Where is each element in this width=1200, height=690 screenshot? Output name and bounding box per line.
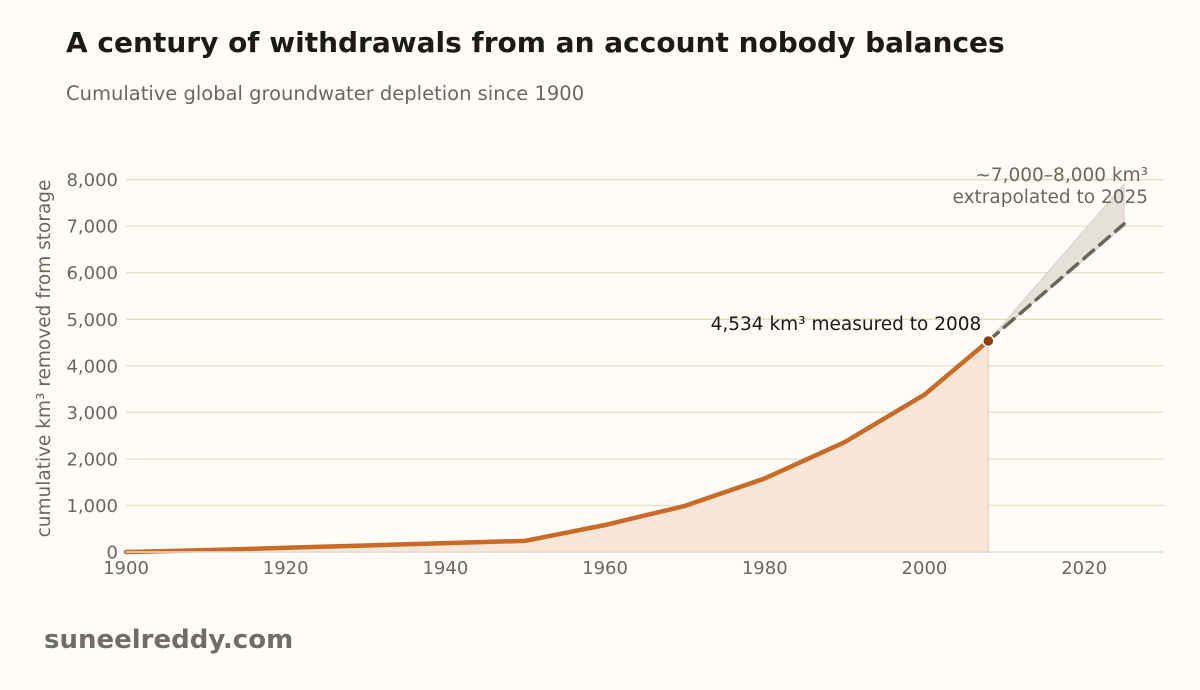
y-tick-label: 2,000 [66,449,118,470]
site-watermark: suneelreddy.com [44,625,294,655]
grid-layer [126,178,1164,507]
measured-annotation: 4,534 km³ measured to 2008 [711,314,982,335]
y-axis-label: cumulative km³ removed from storage [34,180,55,538]
line-layer [123,222,1126,555]
chart-title: A century of withdrawals from an account… [66,26,1005,59]
y-tick-label: 6,000 [66,263,118,284]
endpoint-2008-marker [982,334,995,348]
projection-annotation-line: ~7,000–8,000 km³ [975,165,1148,186]
y-tick-label: 3,000 [66,403,118,424]
y-tick-label: 5,000 [66,310,118,331]
x-tick-label: 1980 [742,558,788,579]
y-tick-label: 8,000 [66,170,118,191]
axis-layer: 0 1,000 2,000 3,000 4,000 5,000 6,000 7,000 8,00… [34,170,1164,579]
x-tick-label: 1920 [263,558,309,579]
annotation-layer: 4,534 km³ measured to 2008 ~7,000–8,000 k… [711,165,1148,335]
x-tick-label: 2000 [902,558,948,579]
y-tick-label: 7,000 [66,217,118,238]
area-layer [125,182,1125,553]
x-tick-label: 1900 [103,558,149,579]
projection-dashed-line [986,222,1126,343]
measured-area-fill [125,339,989,553]
y-tick-label: 4,000 [66,356,118,377]
x-tick-label: 1940 [422,558,468,579]
y-tick-label: 1,000 [66,496,118,517]
projection-annotation-line: extrapolated to 2025 [953,187,1149,208]
chart-subtitle: Cumulative global groundwater depletion … [66,82,585,105]
measured-depletion-line [123,338,991,555]
x-tick-label: 2020 [1061,558,1107,579]
x-tick-label: 1960 [582,558,628,579]
y-tick-label: 0 [107,543,118,564]
